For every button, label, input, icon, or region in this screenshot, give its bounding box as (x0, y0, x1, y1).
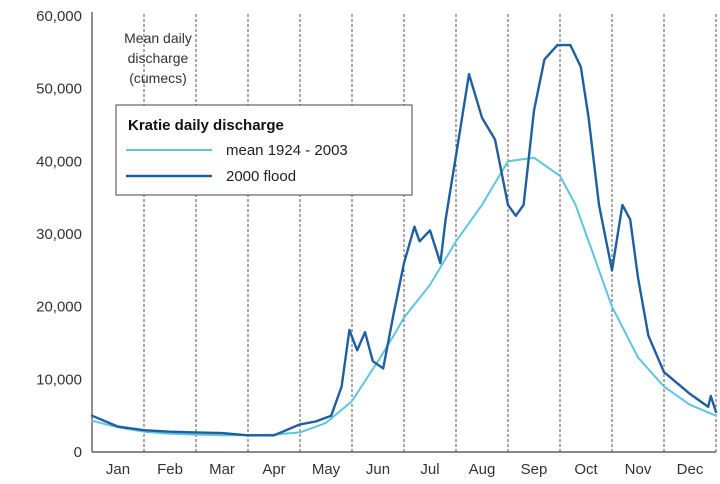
x-tick-label: Jan (106, 461, 130, 478)
legend-label-mean: mean 1924 - 2003 (226, 142, 348, 159)
y-axis-label-line-1: Mean daily (124, 30, 192, 46)
x-tick-label: Mar (209, 461, 235, 478)
y-axis-label-line-2: discharge (128, 50, 189, 66)
x-tick-label: Nov (625, 461, 652, 478)
grid-layer (143, 14, 717, 452)
legend: Kratie daily discharge mean 1924 - 2003 … (115, 104, 413, 196)
x-tick-label: Jul (420, 461, 439, 478)
y-axis-label: Mean daily discharge (cumecs) (124, 30, 192, 86)
y-tick-labels: 0 10,000 20,000 30,000 40,000 50,000 60,000 (36, 8, 82, 461)
y-tick-label: 20,000 (36, 299, 82, 316)
legend-label-2000-flood: 2000 flood (226, 168, 296, 185)
series-line-mean (91, 156, 717, 437)
x-tick-label: Jun (366, 461, 390, 478)
x-tick-labels: Jan Feb Mar Apr May Jun Jul Aug Sep Oct Nov Dec (106, 461, 704, 478)
y-tick-label: 30,000 (36, 226, 82, 243)
x-tick-label: Sep (521, 461, 548, 478)
series-layer (90, 43, 718, 437)
legend-title: Kratie daily discharge (128, 117, 284, 134)
x-tick-label: Oct (574, 461, 598, 478)
x-tick-label: Apr (262, 461, 285, 478)
x-tick-label: May (312, 461, 341, 478)
y-tick-label: 0 (74, 444, 82, 461)
x-tick-label: Aug (469, 461, 496, 478)
y-tick-label: 10,000 (36, 371, 82, 388)
axis-layer (91, 12, 716, 453)
y-tick-label: 40,000 (36, 153, 82, 170)
series-line-2000-flood (90, 43, 718, 437)
y-tick-label: 50,000 (36, 81, 82, 98)
x-tick-label: Feb (157, 461, 183, 478)
y-axis-label-line-3: (cumecs) (129, 70, 187, 86)
y-tick-label: 60,000 (36, 8, 82, 25)
x-tick-label: Dec (677, 461, 704, 478)
